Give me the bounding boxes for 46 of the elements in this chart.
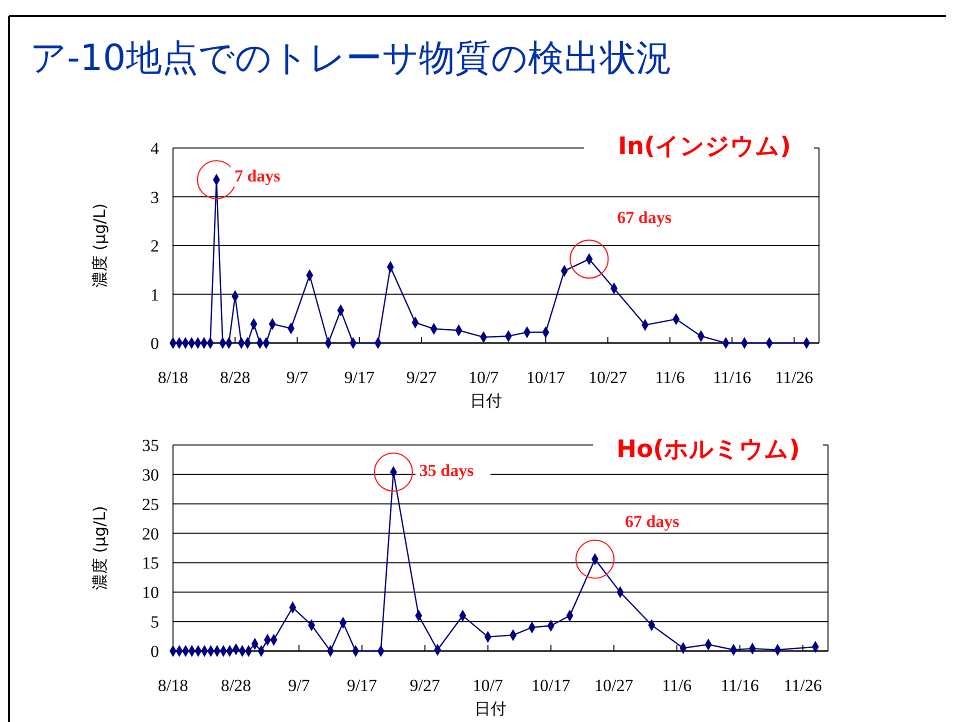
- annotation: 67 days: [624, 512, 680, 532]
- chart-title: ア-10地点でのトレーサ物質の検出状況: [30, 38, 672, 79]
- y-tick-label: 20: [142, 524, 159, 544]
- y-tick-label: 0: [150, 334, 159, 353]
- x-tick-label: 11/6: [655, 368, 685, 387]
- y-tick-label: 4: [150, 139, 160, 158]
- x-tick-label: 8/28: [220, 676, 252, 695]
- y-tick-label: 1: [150, 285, 159, 304]
- x-tick-label: 11/26: [784, 676, 822, 695]
- x-tick-label: 10/7: [468, 368, 500, 387]
- chart-subtitle: Ho(ホルミウム): [616, 435, 800, 463]
- x-tick-label: 8/28: [220, 368, 250, 387]
- y-tick-label: 15: [142, 554, 159, 573]
- y-tick-label: 2: [150, 236, 159, 256]
- x-tick-label: 10/7: [472, 676, 504, 695]
- y-axis-title: 濃度 (μg/L): [90, 203, 109, 288]
- chart-subtitle: In(インジウム): [618, 132, 791, 160]
- x-tick-label: 9/7: [286, 368, 309, 387]
- x-tick-label: 9/17: [344, 368, 375, 387]
- x-tick-label: 11/16: [720, 676, 759, 695]
- x-tick-label: 11/16: [712, 368, 752, 387]
- x-tick-label: 9/27: [406, 368, 438, 387]
- annotation: 67 days: [617, 208, 672, 228]
- y-tick-label: 35: [142, 436, 159, 455]
- x-tick-label: 8/18: [158, 368, 188, 387]
- x-tick-label: 11/6: [662, 676, 692, 695]
- annotation: 7 days: [234, 166, 281, 186]
- y-tick-label: 10: [142, 583, 159, 602]
- y-tick-label: 30: [142, 465, 159, 484]
- x-axis-title: 日付: [470, 391, 502, 410]
- x-tick-label: 9/27: [410, 676, 441, 695]
- x-tick-label: 10/27: [594, 676, 634, 695]
- x-tick-label: 8/18: [158, 676, 188, 695]
- x-tick-label: 9/7: [288, 676, 310, 695]
- y-tick-label: 0: [150, 642, 159, 661]
- y-tick-label: 25: [142, 494, 159, 514]
- x-tick-label: 10/17: [532, 676, 571, 695]
- x-tick-label: 10/27: [588, 368, 628, 387]
- annotation: 35 days: [419, 461, 474, 480]
- y-axis-title: 濃度 (μg/L): [90, 506, 109, 590]
- x-tick-label: 11/26: [775, 368, 814, 387]
- x-tick-label: 9/17: [346, 676, 378, 695]
- x-tick-label: 10/17: [526, 368, 566, 387]
- x-axis-title: 日付: [474, 699, 506, 718]
- y-tick-label: 5: [150, 612, 159, 632]
- y-tick-label: 3: [150, 188, 159, 207]
